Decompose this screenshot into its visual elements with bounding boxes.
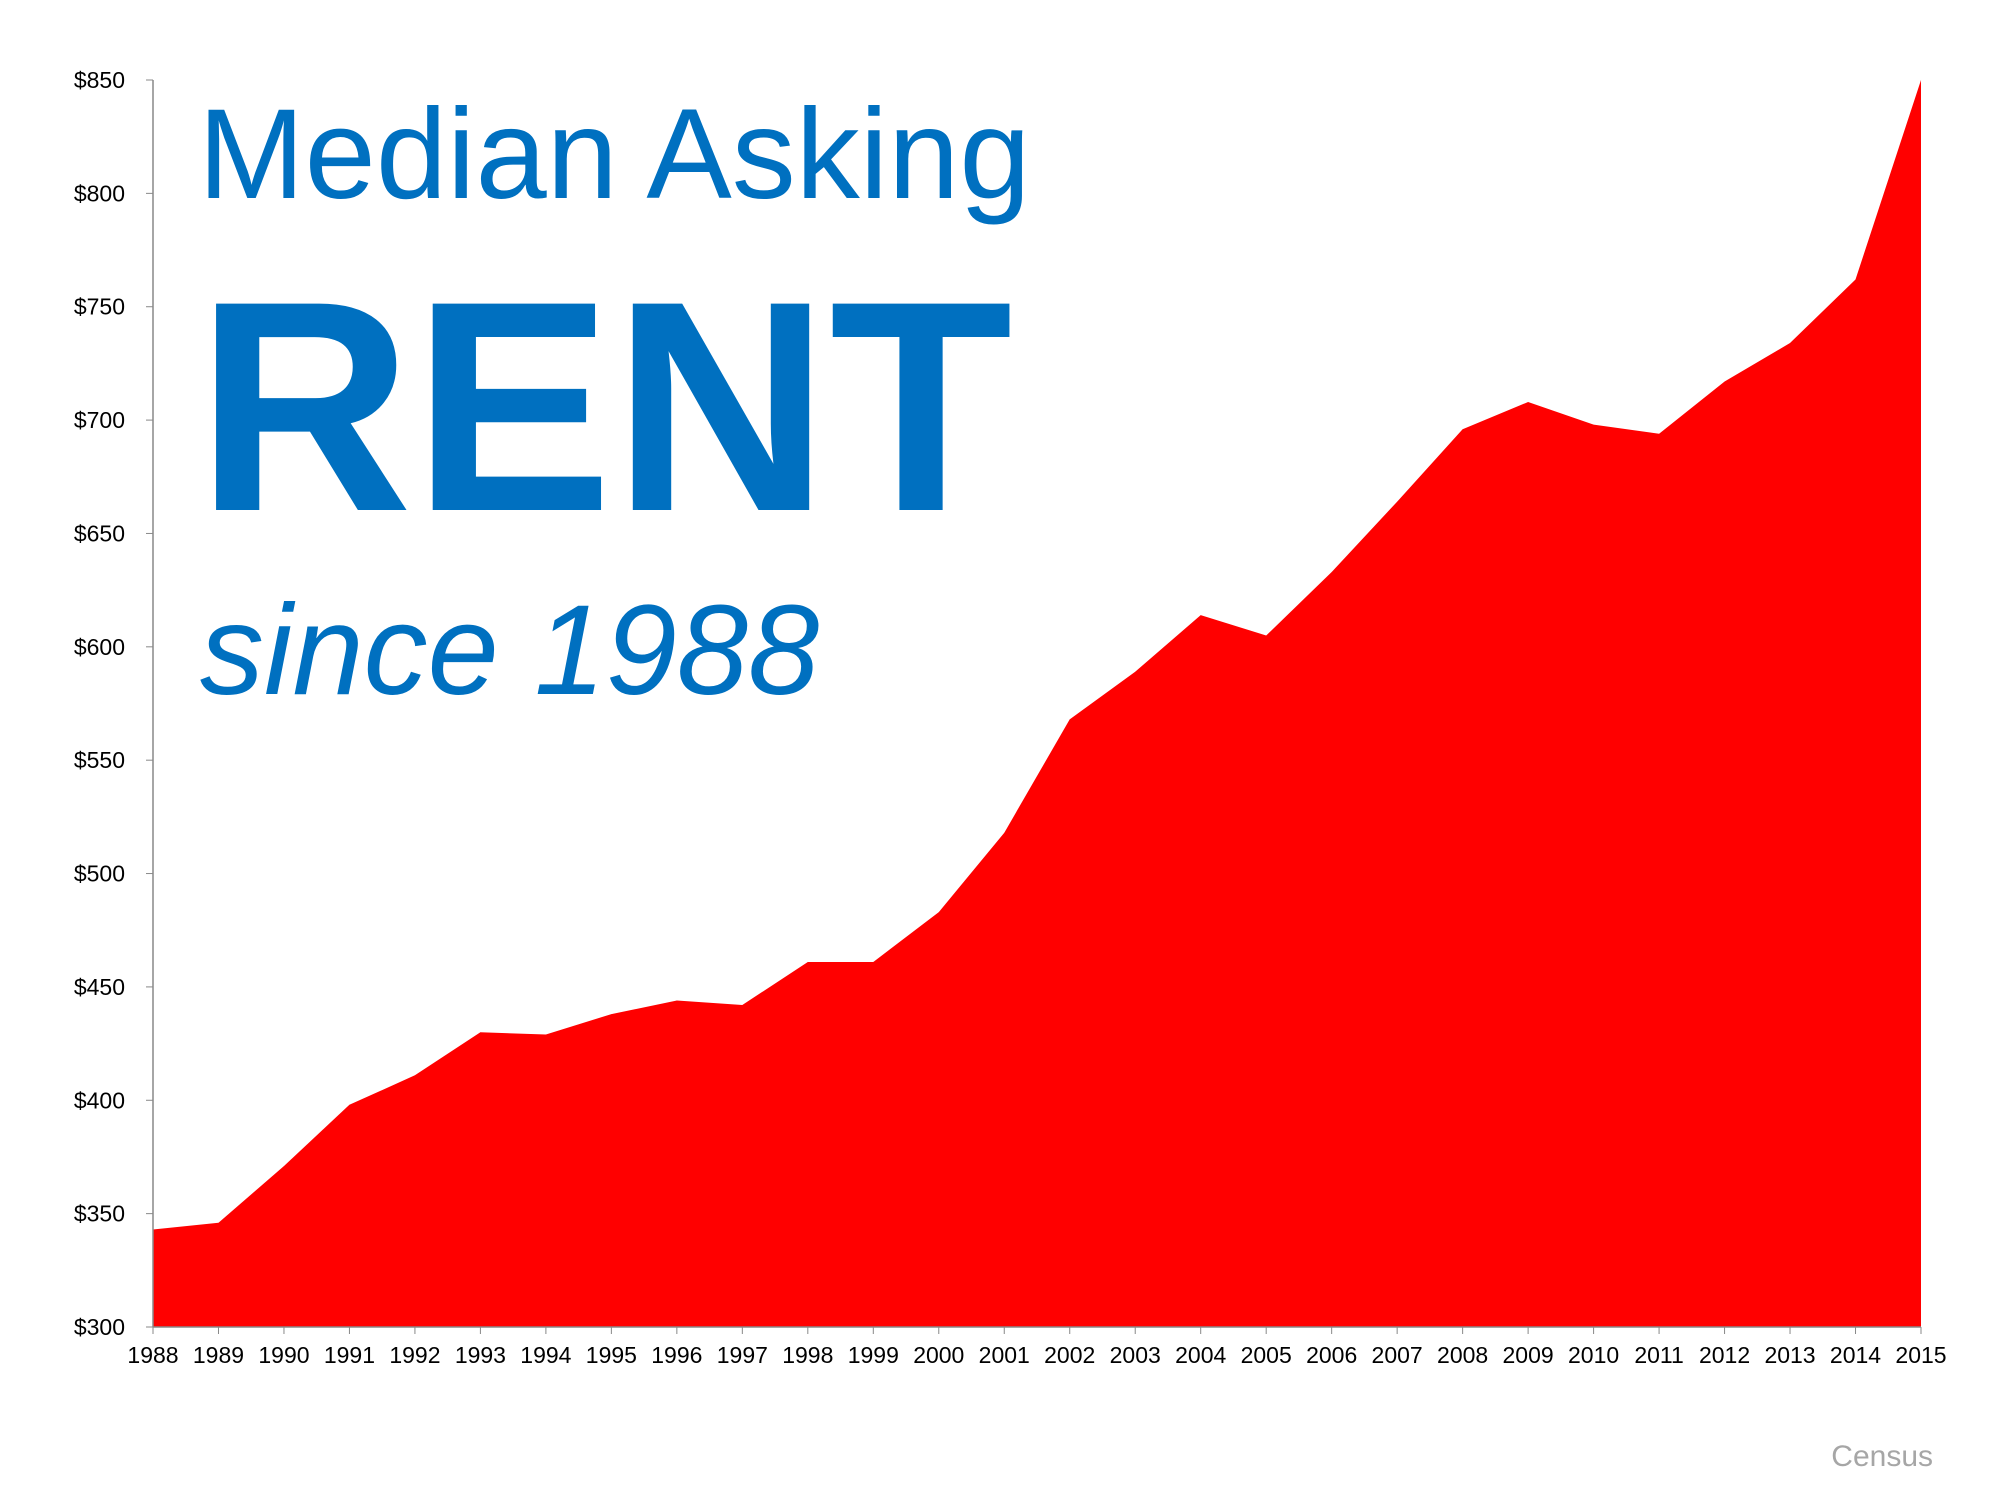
title-line3: since 1988 <box>200 579 819 722</box>
y-tick-label: $850 <box>74 67 125 93</box>
x-tick-label: 2007 <box>1372 1342 1423 1368</box>
x-tick-label: 1989 <box>193 1342 244 1368</box>
y-tick-label: $500 <box>74 861 125 887</box>
x-tick-label: 1994 <box>520 1342 571 1368</box>
y-tick-label: $300 <box>74 1314 125 1340</box>
y-tick-label: $400 <box>74 1087 125 1113</box>
x-tick-label: 1999 <box>848 1342 899 1368</box>
x-tick-label: 1990 <box>258 1342 309 1368</box>
x-tick-label: 1988 <box>127 1342 178 1368</box>
x-tick-label: 2006 <box>1306 1342 1357 1368</box>
x-tick-label: 2000 <box>913 1342 964 1368</box>
y-tick-label: $450 <box>74 974 125 1000</box>
title-line2: RENT <box>196 238 1013 574</box>
y-tick-label: $700 <box>74 407 125 433</box>
x-tick-label: 1995 <box>586 1342 637 1368</box>
source-label: Census <box>1831 1440 1933 1473</box>
x-tick-label: 2015 <box>1895 1342 1946 1368</box>
x-tick-label: 2002 <box>1044 1342 1095 1368</box>
x-tick-label: 2005 <box>1241 1342 1292 1368</box>
x-tick-label: 2013 <box>1764 1342 1815 1368</box>
x-tick-label: 2001 <box>979 1342 1030 1368</box>
x-tick-label: 2009 <box>1503 1342 1554 1368</box>
x-tick-label: 2004 <box>1175 1342 1226 1368</box>
y-tick-label: $800 <box>74 180 125 206</box>
x-tick-label: 2003 <box>1110 1342 1161 1368</box>
y-tick-label: $350 <box>74 1201 125 1227</box>
rent-area-series <box>153 80 1921 1327</box>
x-tick-label: 1997 <box>717 1342 768 1368</box>
x-tick-label: 1993 <box>455 1342 506 1368</box>
x-tick-label: 2010 <box>1568 1342 1619 1368</box>
x-tick-label: 1998 <box>782 1342 833 1368</box>
x-tick-label: 1992 <box>389 1342 440 1368</box>
x-tick-label: 1991 <box>324 1342 375 1368</box>
y-tick-label: $650 <box>74 520 125 546</box>
x-tick-label: 2008 <box>1437 1342 1488 1368</box>
y-tick-label: $550 <box>74 747 125 773</box>
x-tick-label: 2012 <box>1699 1342 1750 1368</box>
x-tick-label: 2014 <box>1830 1342 1881 1368</box>
y-tick-label: $600 <box>74 634 125 660</box>
title-line1: Median Asking <box>198 83 1031 226</box>
x-tick-label: 1996 <box>651 1342 702 1368</box>
y-tick-label: $750 <box>74 294 125 320</box>
x-tick-label: 2011 <box>1634 1342 1683 1368</box>
